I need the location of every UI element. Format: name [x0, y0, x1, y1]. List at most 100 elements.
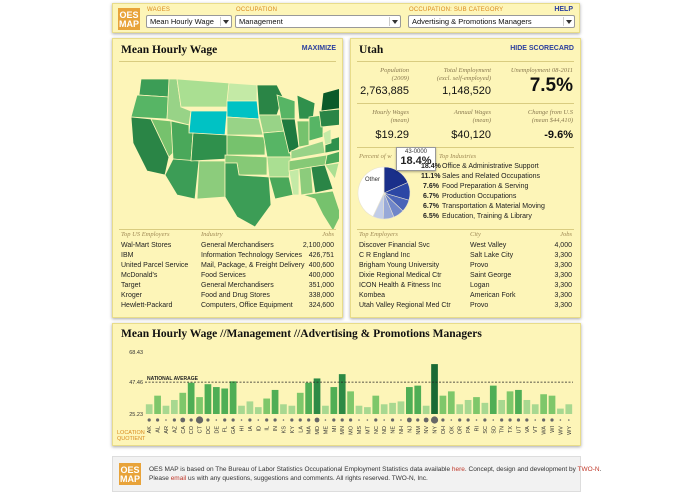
bar-va[interactable]: [523, 399, 531, 414]
employer-city: Provo: [470, 302, 489, 309]
bar-or[interactable]: [456, 404, 464, 414]
bar-ut[interactable]: [515, 389, 522, 414]
annual-wages-label: Annual Wages (mean): [453, 109, 491, 124]
location-quotient-dot: [568, 419, 570, 421]
help-link[interactable]: HELP: [554, 6, 573, 13]
x-tick-label: OK: [449, 426, 455, 434]
industry-pie-chart[interactable]: [356, 165, 412, 221]
industry-name: Office & Administrative Support: [442, 163, 539, 170]
bar-al[interactable]: [154, 395, 161, 414]
x-tick-label: NY: [433, 426, 439, 434]
bar-ca[interactable]: [179, 392, 187, 414]
employer-name: IBM: [121, 252, 134, 259]
bar-ne[interactable]: [389, 402, 396, 414]
bar-ct[interactable]: [196, 397, 203, 414]
bar-pa[interactable]: [464, 399, 472, 414]
location-quotient-dot: [290, 418, 294, 422]
industry-percent: 6.7%: [423, 193, 439, 200]
bar-mo[interactable]: [347, 391, 354, 414]
industry-item[interactable]: 11.1% Sales and Related Occupations: [421, 172, 540, 182]
bar-oh[interactable]: [439, 395, 447, 414]
bar-nh[interactable]: [397, 401, 405, 414]
sub-category-select[interactable]: Advertising & Promotions Managers: [408, 15, 575, 28]
oes-map-logo[interactable]: OES MAP: [118, 8, 140, 30]
pie-slice-other[interactable]: [357, 166, 385, 217]
bar-nj[interactable]: [406, 387, 413, 414]
employer-industry: General Merchandisers: [201, 282, 274, 289]
bar-ny[interactable]: [431, 364, 438, 414]
industry-item[interactable]: 6.7% Transportation & Material Moving: [421, 202, 545, 212]
bar-ia[interactable]: [246, 401, 254, 414]
x-tick-label: MS: [357, 426, 363, 435]
chart-title: Mean Hourly Wage //Management //Advertis…: [121, 328, 482, 340]
bar-de[interactable]: [212, 387, 220, 414]
location-quotient-dot: [559, 419, 562, 421]
hide-scorecard-button[interactable]: HIDE SCORECARD: [510, 45, 574, 52]
location-quotient-dot: [248, 418, 252, 422]
bar-il[interactable]: [263, 398, 271, 414]
employer-jobs: 351,000: [308, 282, 334, 289]
bar-wa[interactable]: [540, 394, 547, 414]
wages-select[interactable]: Mean Hourly Wage: [146, 15, 232, 28]
bar-co[interactable]: [187, 382, 195, 414]
bar-ak[interactable]: [145, 404, 153, 414]
bar-mi[interactable]: [330, 387, 338, 414]
bar-hi[interactable]: [238, 405, 245, 414]
location-quotient-dot: [195, 416, 204, 424]
scorecard-panel: Utah HIDE SCORECARD Population (2009) 2,7…: [350, 38, 581, 318]
bar-sc[interactable]: [481, 402, 489, 414]
bar-ar[interactable]: [162, 405, 170, 414]
location-quotient-dot: [383, 419, 385, 421]
bar-vt[interactable]: [531, 404, 539, 414]
bar-me[interactable]: [322, 405, 329, 414]
footer-logo[interactable]: OES MAP: [119, 463, 141, 485]
x-tick-label: NC: [374, 426, 380, 434]
employer-name: Discover Financial Svc: [359, 242, 430, 249]
bar-fl[interactable]: [221, 388, 229, 415]
bar-nc[interactable]: [372, 395, 380, 414]
bar-ga[interactable]: [229, 381, 237, 414]
bar-ks[interactable]: [280, 404, 287, 414]
total-employment-label: Total Employment (excl. self-employed): [436, 67, 491, 82]
two-n-link[interactable]: TWO-N: [577, 466, 600, 473]
bar-wv[interactable]: [557, 408, 564, 414]
x-tick-label: MO: [349, 425, 355, 435]
occupation-select[interactable]: Management: [235, 15, 401, 28]
x-tick-label: GA: [231, 426, 237, 434]
bar-wi[interactable]: [548, 395, 556, 414]
bar-tn[interactable]: [498, 399, 506, 414]
bar-id[interactable]: [254, 407, 262, 414]
location-quotient-dot: [324, 419, 327, 421]
bar-dc[interactable]: [204, 384, 212, 414]
x-tick-label: TX: [508, 426, 514, 433]
bar-ri[interactable]: [473, 397, 480, 414]
bar-nm[interactable]: [414, 385, 422, 414]
bar-ma[interactable]: [305, 382, 312, 414]
bar-ky[interactable]: [288, 405, 296, 414]
bar-md[interactable]: [313, 378, 321, 414]
data-source-link[interactable]: here: [451, 466, 465, 473]
bar-in[interactable]: [271, 389, 279, 414]
bar-ms[interactable]: [355, 405, 363, 414]
bar-wy[interactable]: [565, 404, 573, 414]
industry-item[interactable]: 18.4%Office & Administrative Support: [421, 162, 539, 172]
industry-item[interactable]: 6.7% Production Occupations: [421, 192, 516, 202]
bar-ok[interactable]: [447, 391, 455, 414]
bar-tx[interactable]: [506, 391, 514, 414]
map-region-nd: [226, 82, 258, 102]
x-tick-label: AL: [156, 426, 162, 433]
bar-la[interactable]: [296, 392, 304, 414]
hourly-wages-label: Hourly Wages (mean): [372, 109, 409, 124]
bar-mn[interactable]: [338, 374, 346, 414]
bar-sd[interactable]: [489, 385, 497, 414]
bar-nd[interactable]: [380, 404, 388, 414]
maximize-button[interactable]: MAXIMIZE: [301, 45, 336, 52]
bar-mt[interactable]: [364, 407, 371, 414]
us-map[interactable]: [119, 67, 339, 237]
email-link[interactable]: email: [170, 475, 187, 482]
industry-item[interactable]: 6.5% Education, Training & Library: [421, 212, 532, 222]
bar-nv[interactable]: [422, 405, 430, 414]
bar-az[interactable]: [171, 399, 178, 414]
industry-item[interactable]: 7.6% Food Preparation & Serving: [421, 182, 528, 192]
